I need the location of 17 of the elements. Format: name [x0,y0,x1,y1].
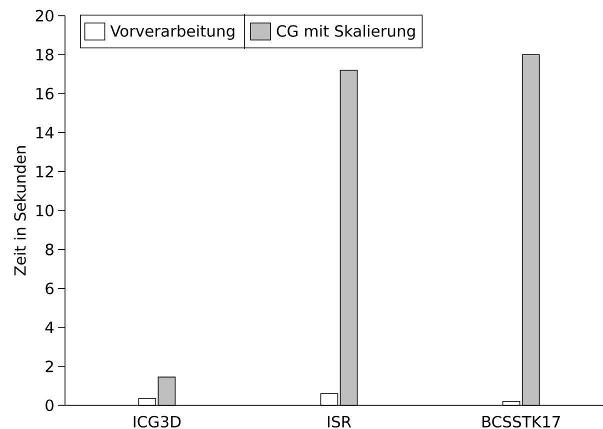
y-tick-label: 4 [45,322,54,334]
legend-label: Vorverarbeitung [110,24,234,40]
legend-label: CG mit Skalierung [276,24,415,40]
x-tick-label: ICG3D [134,416,181,428]
y-tick-label: 18 [36,48,54,61]
y-tick-label: 2 [46,360,53,372]
y-tick-label: 12 [36,166,53,178]
y-axis-title: Zeit in Sekunden [14,146,26,276]
x-tick-label: BCSSTK17 [482,416,560,428]
y-tick-label: 8 [46,244,54,256]
y-tick-label: 20 [36,10,54,22]
y-tick-label: 0 [46,399,54,412]
y-tick-label: 16 [36,88,54,100]
y-tick-label: 6 [46,282,54,294]
y-tick-label: 10 [36,204,54,216]
y-tick-label: 14 [36,126,54,138]
x-tick-label: ISR [328,416,352,428]
